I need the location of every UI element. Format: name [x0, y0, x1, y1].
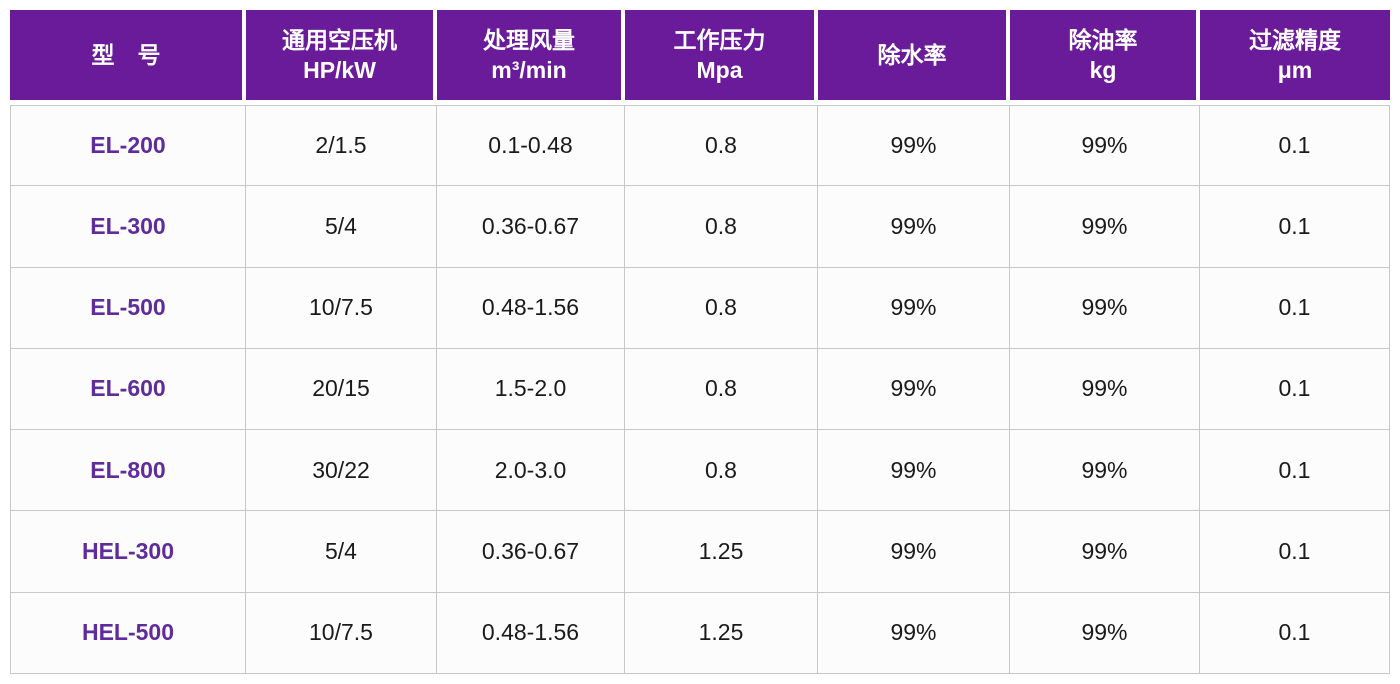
- value-cell: 0.36-0.67: [437, 186, 625, 268]
- column-header-title: 通用空压机: [282, 26, 397, 53]
- value-cell: 99%: [818, 105, 1010, 187]
- value-cell: 99%: [818, 430, 1010, 512]
- value-cell: 0.8: [625, 267, 818, 349]
- value-cell: 0.1: [1200, 267, 1390, 349]
- model-cell: EL-800: [10, 430, 246, 512]
- column-header: 通用空压机 HP/kW: [246, 10, 437, 105]
- value-cell: 5/4: [246, 186, 437, 268]
- model-cell: EL-200: [10, 105, 246, 187]
- column-header-title: 除水率: [877, 41, 947, 68]
- column-header: 工作压力 Mpa: [625, 10, 818, 105]
- column-header: 处理风量 m³/min: [437, 10, 625, 105]
- column-header-title: 工作压力: [673, 26, 766, 53]
- column-header: 除油率 kg: [1010, 10, 1200, 105]
- value-cell: 99%: [818, 592, 1010, 674]
- value-cell: 0.1-0.48: [437, 105, 625, 187]
- value-cell: 99%: [1010, 430, 1200, 512]
- value-cell: 1.25: [625, 511, 818, 593]
- model-cell: HEL-500: [10, 592, 246, 674]
- value-cell: 99%: [1010, 511, 1200, 593]
- value-cell: 99%: [818, 267, 1010, 349]
- value-cell: 0.36-0.67: [437, 511, 625, 593]
- value-cell: 0.48-1.56: [437, 592, 625, 674]
- value-cell: 99%: [818, 348, 1010, 431]
- value-cell: 0.48-1.56: [437, 267, 625, 349]
- value-cell: 99%: [818, 186, 1010, 268]
- model-cell: HEL-300: [10, 511, 246, 593]
- column-header: 型 号: [10, 10, 246, 105]
- value-cell: 10/7.5: [246, 592, 437, 674]
- model-cell: EL-300: [10, 186, 246, 268]
- spec-table: 型 号 通用空压机 HP/kW 处理风量 m³/min 工作压力 Mpa 除水率 除油率 kg 过滤…: [10, 10, 1390, 674]
- column-header: 过滤精度 μm: [1200, 10, 1390, 105]
- value-cell: 1.25: [625, 592, 818, 674]
- value-cell: 0.1: [1200, 430, 1390, 512]
- value-cell: 5/4: [246, 511, 437, 593]
- value-cell: 0.1: [1200, 348, 1390, 431]
- column-header-title: 除油率: [1068, 26, 1138, 53]
- value-cell: 99%: [818, 511, 1010, 593]
- value-cell: 0.1: [1200, 592, 1390, 674]
- value-cell: 0.8: [625, 186, 818, 268]
- column-header-unit: μm: [1277, 57, 1313, 83]
- value-cell: 99%: [1010, 105, 1200, 187]
- model-cell: EL-500: [10, 267, 246, 349]
- value-cell: 2/1.5: [246, 105, 437, 187]
- column-header-title: 过滤精度: [1249, 26, 1341, 53]
- value-cell: 0.8: [625, 430, 818, 512]
- column-header-title: 型 号: [91, 41, 161, 68]
- value-cell: 20/15: [246, 348, 437, 431]
- column-header-unit: HP/kW: [303, 57, 376, 83]
- column-header: 除水率: [818, 10, 1010, 105]
- value-cell: 0.1: [1200, 186, 1390, 268]
- value-cell: 0.1: [1200, 105, 1390, 187]
- value-cell: 99%: [1010, 348, 1200, 431]
- column-header-unit: kg: [1089, 57, 1117, 83]
- column-header-title: 处理风量: [483, 26, 575, 53]
- value-cell: 0.8: [625, 105, 818, 187]
- value-cell: 30/22: [246, 430, 437, 512]
- value-cell: 0.1: [1200, 511, 1390, 593]
- value-cell: 1.5-2.0: [437, 348, 625, 431]
- value-cell: 99%: [1010, 592, 1200, 674]
- value-cell: 10/7.5: [246, 267, 437, 349]
- column-header-unit: Mpa: [696, 57, 743, 83]
- value-cell: 2.0-3.0: [437, 430, 625, 512]
- value-cell: 99%: [1010, 186, 1200, 268]
- model-cell: EL-600: [10, 348, 246, 431]
- value-cell: 99%: [1010, 267, 1200, 349]
- value-cell: 0.8: [625, 348, 818, 431]
- column-header-unit: m³/min: [491, 57, 567, 83]
